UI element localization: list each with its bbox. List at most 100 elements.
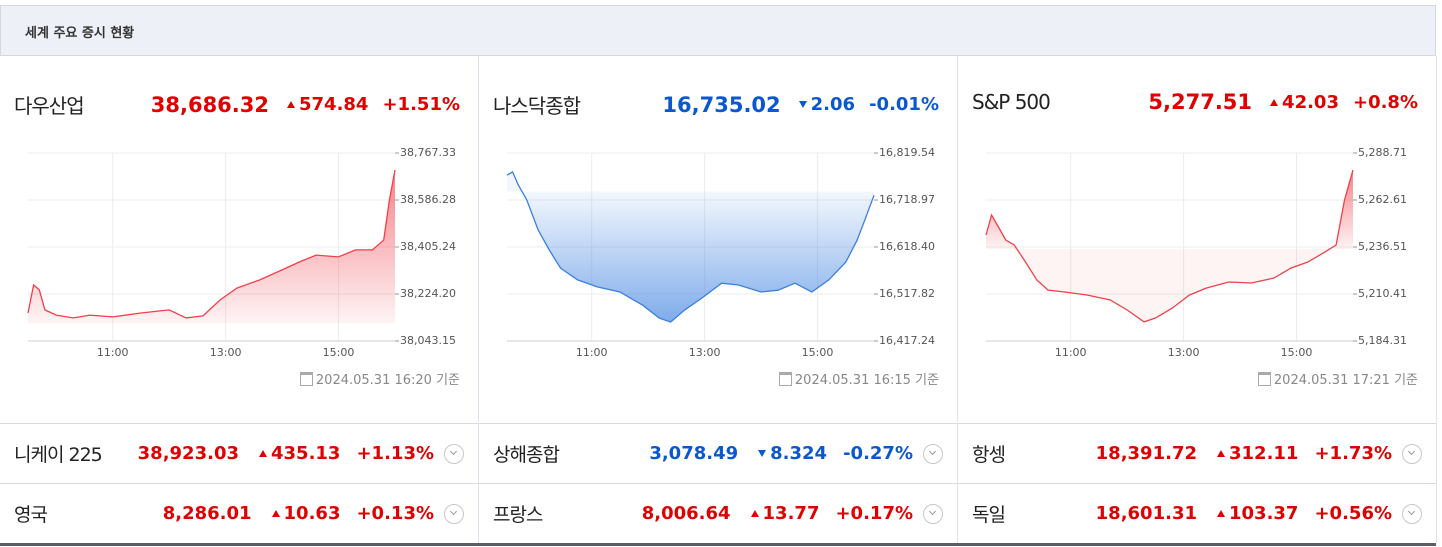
change-percent: -0.27%: [843, 443, 913, 464]
direction-arrow: [750, 510, 759, 517]
bottom-border: [0, 543, 1436, 546]
direction-arrow: [271, 510, 280, 517]
chart: 5,184.31 5,210.41 5,236.51 5,262.61 5,288.71…: [985, 146, 1407, 359]
quote: 8,006.64 13.77 +0.17%: [642, 503, 913, 524]
change-percent: +0.56%: [1314, 503, 1392, 524]
market-row: 영국 8,286.01 10.63 +0.13%: [0, 483, 479, 543]
timestamp: 2024.05.31 16:20 기준: [299, 369, 460, 388]
y-tick-label: 5,184.31: [1358, 334, 1407, 347]
price: 3,078.49: [649, 443, 739, 464]
market-row: 프랑스 8,006.64 13.77 +0.17%: [479, 483, 958, 543]
change: 42.03: [1270, 92, 1339, 113]
market-row: 독일 18,601.31 103.37 +0.56%: [958, 483, 1437, 543]
y-tick-label: 16,618.40: [879, 240, 935, 253]
price: 38,686.32: [150, 92, 269, 117]
line: [506, 170, 875, 323]
change-percent: +0.13%: [356, 503, 434, 524]
y-tick-label: 5,236.51: [1358, 240, 1407, 253]
price: 8,006.64: [641, 503, 731, 524]
change-value: 13.77: [762, 503, 820, 524]
direction-arrow: [758, 450, 767, 457]
change-percent: +0.8%: [1352, 91, 1418, 113]
price: 16,735.02: [662, 92, 781, 117]
index-summary: 나스닥종합 16,735.02 2.06 -0.01%: [493, 90, 939, 119]
change-percent: +1.73%: [1314, 443, 1392, 464]
change-value: 10.63: [283, 503, 341, 524]
line: [985, 169, 1354, 323]
index-panel: 다우산업 38,686.32 574.84 +1.51% 38,043.15 38,224…: [0, 56, 479, 422]
change: 10.63: [271, 503, 341, 524]
price: 38,923.03: [137, 443, 239, 464]
header-title: 세계 주요 증시 현황: [25, 26, 135, 41]
change: 2.06: [798, 94, 856, 115]
expand-button[interactable]: [1402, 504, 1422, 524]
quote: 38,923.03 435.13 +1.13%: [138, 443, 434, 464]
change: 574.84: [287, 94, 368, 115]
x-tick-label: 13:00: [210, 346, 242, 359]
index-name: S&P 500: [972, 90, 1051, 114]
change: 8.324: [758, 443, 827, 464]
index-panel: 나스닥종합 16,735.02 2.06 -0.01% 16,417.24 16,517.…: [479, 56, 958, 422]
change-value: 435.13: [271, 443, 341, 464]
quote: 16,735.02 2.06 -0.01%: [662, 93, 939, 117]
y-tick-label: 5,210.41: [1358, 287, 1407, 300]
quote: 18,391.72 312.11 +1.73%: [1096, 443, 1392, 464]
y-tick-label: 16,417.24: [879, 334, 935, 347]
chart: 16,417.24 16,517.82 16,618.40 16,718.97 16,8…: [506, 146, 935, 359]
expand-button[interactable]: [923, 444, 943, 464]
y-tick-label: 5,262.61: [1358, 193, 1407, 206]
change-value: 574.84: [299, 94, 369, 115]
quote: 3,078.49 8.324 -0.27%: [649, 443, 913, 464]
line: [27, 169, 396, 319]
y-tick-label: 38,405.24: [400, 240, 456, 253]
market-name: 프랑스: [493, 504, 543, 526]
index-summary: 다우산업 38,686.32 574.84 +1.51%: [14, 90, 460, 119]
change: 103.37: [1217, 503, 1298, 524]
direction-arrow: [287, 101, 295, 108]
price: 18,601.31: [1095, 503, 1197, 524]
timestamp: 2024.05.31 16:15 기준: [778, 369, 939, 388]
change: 435.13: [259, 443, 340, 464]
timestamp: 2024.05.31 17:21 기준: [1257, 369, 1418, 388]
change-percent: +1.13%: [356, 443, 434, 464]
quote: 38,686.32 574.84 +1.51%: [151, 93, 460, 117]
chart: 38,043.15 38,224.20 38,405.24 38,586.28 38,7…: [27, 146, 456, 359]
market-name: 독일: [972, 504, 1006, 526]
change-percent: +1.51%: [382, 94, 460, 115]
x-tick-label: 15:00: [802, 346, 834, 359]
y-tick-label: 16,517.82: [879, 287, 935, 300]
y-tick-label: 5,288.71: [1358, 146, 1407, 159]
expand-button[interactable]: [1402, 444, 1422, 464]
x-tick-label: 13:00: [689, 346, 721, 359]
expand-button[interactable]: [444, 444, 464, 464]
change-value: 8.324: [770, 443, 828, 464]
change-percent: +0.17%: [835, 503, 913, 524]
expand-button[interactable]: [444, 504, 464, 524]
calendar-icon: [299, 371, 313, 386]
y-tick-label: 16,718.97: [879, 193, 935, 206]
price: 8,286.01: [162, 503, 252, 524]
quote: 8,286.01 10.63 +0.13%: [163, 503, 434, 524]
change-value: 2.06: [810, 94, 856, 115]
timestamp-text: 2024.05.31 16:20 기준: [315, 373, 460, 388]
index-name: 다우산업: [14, 94, 85, 118]
market-name: 상해종합: [493, 444, 560, 466]
market-row: 항셍 18,391.72 312.11 +1.73%: [958, 423, 1437, 483]
change: 312.11: [1217, 443, 1298, 464]
header: 세계 주요 증시 현황: [0, 5, 1436, 56]
quote: 5,277.51 42.03 +0.8%: [1148, 90, 1418, 114]
area: [507, 171, 874, 322]
change-value: 42.03: [1282, 91, 1339, 113]
expand-button[interactable]: [923, 504, 943, 524]
calendar-icon: [1257, 371, 1271, 386]
change-percent: -0.01%: [869, 94, 939, 115]
change: 13.77: [750, 503, 820, 524]
x-tick-label: 11:00: [97, 346, 129, 359]
market-name: 영국: [14, 504, 48, 526]
change-value: 103.37: [1229, 503, 1299, 524]
y-tick-label: 38,224.20: [400, 287, 456, 300]
timestamp-text: 2024.05.31 16:15 기준: [794, 373, 939, 388]
timestamp-text: 2024.05.31 17:21 기준: [1273, 373, 1418, 388]
area: [986, 169, 1353, 322]
